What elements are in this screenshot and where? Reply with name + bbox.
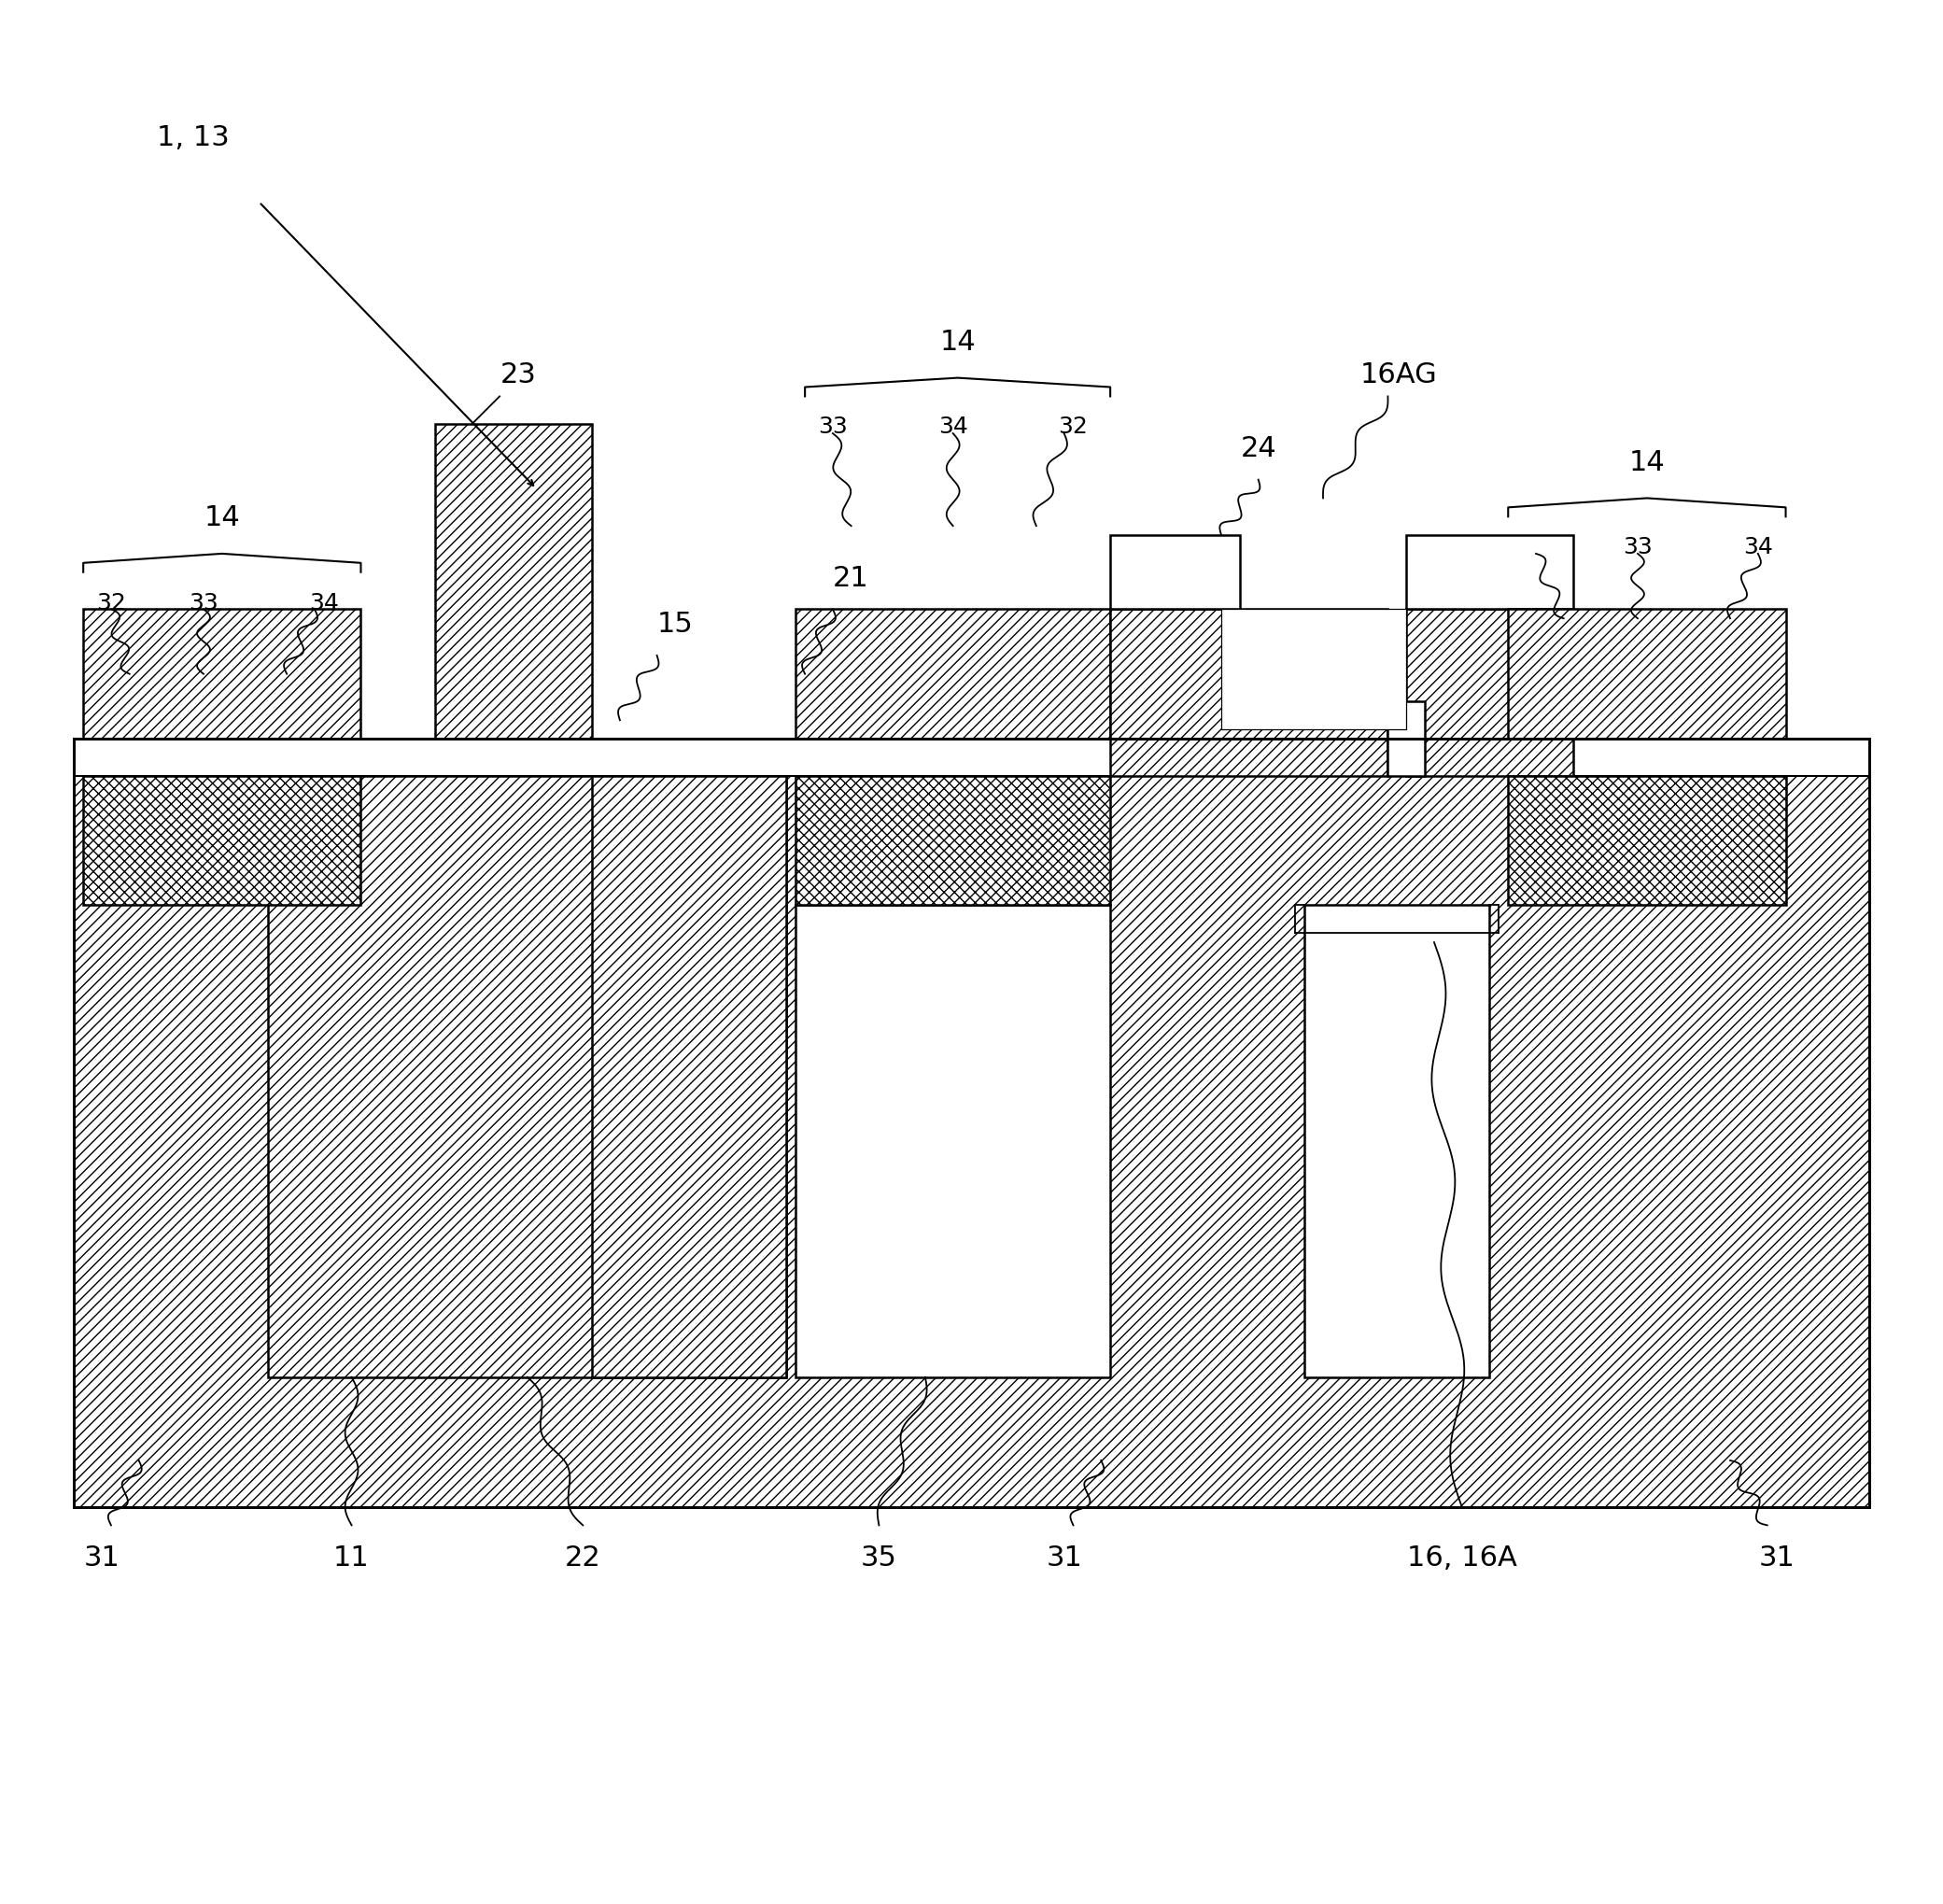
Bar <box>593 777 787 1377</box>
Text: 32: 32 <box>1059 415 1088 438</box>
Bar <box>1109 609 1387 777</box>
Text: 32: 32 <box>1512 535 1541 558</box>
Text: 34: 34 <box>1743 535 1772 558</box>
Bar <box>1508 609 1786 739</box>
Text: 11: 11 <box>334 1544 369 1571</box>
Bar <box>797 906 1109 1377</box>
Bar <box>1508 777 1786 906</box>
Bar <box>1407 535 1574 609</box>
Text: 14: 14 <box>940 327 975 356</box>
Text: 22: 22 <box>565 1544 600 1571</box>
Text: 34: 34 <box>309 592 338 613</box>
Text: 14: 14 <box>1628 449 1665 476</box>
Bar <box>84 609 361 739</box>
Text: 1, 13: 1, 13 <box>157 124 229 152</box>
Text: 16AG: 16AG <box>1360 360 1438 388</box>
Text: 33: 33 <box>818 415 847 438</box>
Text: 23: 23 <box>499 360 536 388</box>
Text: 14: 14 <box>204 505 241 531</box>
Text: 32: 32 <box>95 592 126 613</box>
Text: 33: 33 <box>188 592 218 613</box>
Bar <box>84 777 361 906</box>
Bar <box>1222 609 1407 729</box>
Text: 33: 33 <box>1622 535 1652 558</box>
Text: 21: 21 <box>834 564 869 592</box>
Text: 31: 31 <box>1045 1544 1082 1571</box>
Bar <box>74 767 1869 1506</box>
Bar <box>797 609 1109 739</box>
Bar <box>268 777 787 1377</box>
Bar <box>1407 609 1574 777</box>
Text: 16, 16A: 16, 16A <box>1407 1544 1517 1571</box>
Bar <box>435 425 593 739</box>
Text: 31: 31 <box>1758 1544 1795 1571</box>
Bar <box>74 739 1869 777</box>
Text: 34: 34 <box>938 415 968 438</box>
Bar <box>1109 535 1240 609</box>
Bar <box>74 739 1869 1506</box>
Bar <box>797 777 1109 906</box>
Text: 15: 15 <box>657 611 694 638</box>
Text: 35: 35 <box>861 1544 898 1571</box>
Text: 31: 31 <box>84 1544 120 1571</box>
Text: 24: 24 <box>1240 434 1277 463</box>
Bar <box>1387 703 1424 777</box>
Bar <box>1304 906 1490 1377</box>
